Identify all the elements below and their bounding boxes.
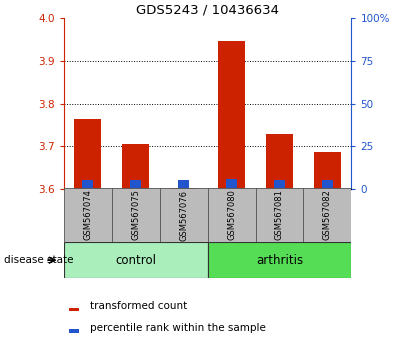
- Text: arthritis: arthritis: [256, 254, 303, 267]
- Text: GSM567075: GSM567075: [131, 190, 140, 240]
- Bar: [159, 188, 208, 242]
- Bar: [266, 133, 293, 189]
- Bar: [171, 188, 197, 189]
- Bar: [256, 188, 303, 242]
- Title: GDS5243 / 10436634: GDS5243 / 10436634: [136, 4, 279, 17]
- Bar: [112, 188, 159, 242]
- Bar: [208, 242, 351, 278]
- Bar: [208, 188, 256, 242]
- Bar: [69, 308, 79, 311]
- Bar: [303, 188, 351, 242]
- Bar: [64, 188, 112, 242]
- Text: GSM567076: GSM567076: [179, 189, 188, 241]
- Bar: [74, 119, 101, 189]
- Bar: [274, 180, 285, 189]
- Bar: [218, 41, 245, 189]
- Bar: [130, 180, 141, 189]
- Text: transformed count: transformed count: [90, 301, 187, 311]
- Bar: [178, 180, 189, 189]
- Text: GSM567082: GSM567082: [323, 190, 332, 240]
- Text: GSM567080: GSM567080: [227, 190, 236, 240]
- Bar: [64, 242, 208, 278]
- Bar: [69, 329, 79, 333]
- Bar: [122, 144, 149, 189]
- Text: GSM567081: GSM567081: [275, 190, 284, 240]
- Text: control: control: [115, 254, 156, 267]
- Bar: [322, 180, 333, 189]
- Bar: [226, 179, 237, 189]
- Bar: [314, 152, 341, 189]
- Text: disease state: disease state: [4, 255, 74, 265]
- Text: GSM567074: GSM567074: [83, 190, 92, 240]
- Bar: [82, 180, 93, 189]
- Text: percentile rank within the sample: percentile rank within the sample: [90, 323, 266, 333]
